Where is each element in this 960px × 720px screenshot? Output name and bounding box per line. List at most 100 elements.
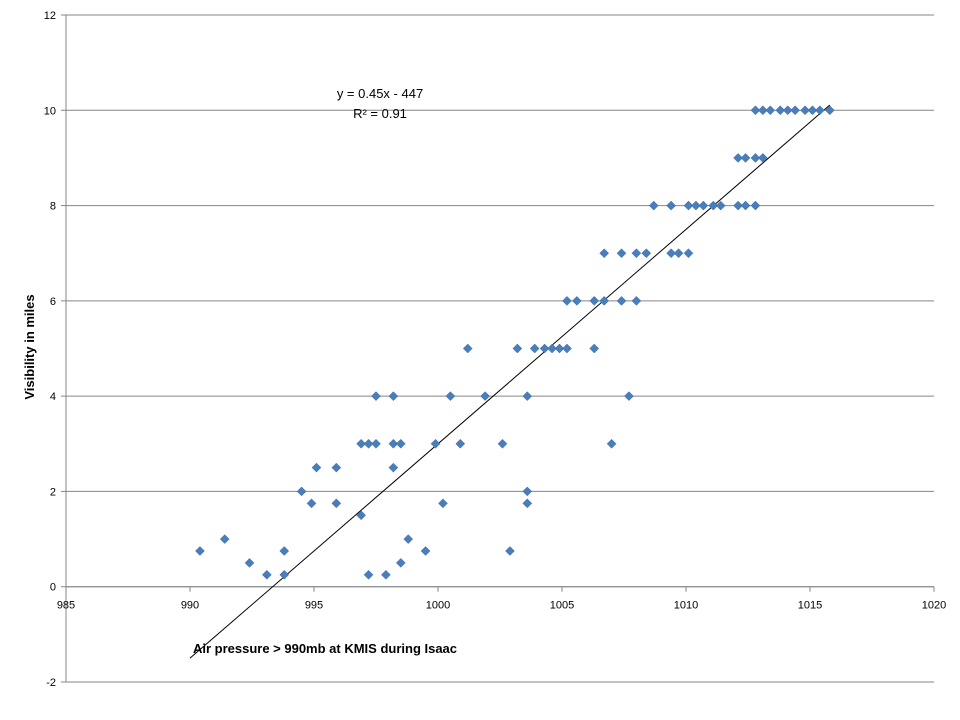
- data-point-74: [765, 105, 776, 116]
- data-point-81: [824, 105, 835, 116]
- data-point-62: [698, 200, 709, 211]
- data-point-66: [733, 200, 743, 211]
- x-axis-title: Air pressure > 990mb at KMIS during Isaa…: [193, 641, 457, 656]
- x-tick-label-4: 1005: [550, 600, 574, 612]
- x-tick-label-6: 1015: [798, 600, 822, 612]
- data-point-52: [631, 248, 642, 259]
- x-tick-labels: 985 990 995 1000 1005 1010 1015 1020: [57, 600, 946, 612]
- data-point-19: [388, 438, 399, 449]
- data-point-54: [641, 248, 652, 259]
- data-point-25: [430, 438, 441, 449]
- data-point-9: [331, 462, 342, 473]
- data-point-73: [758, 153, 768, 163]
- data-point-2: [244, 558, 255, 568]
- x-tick-label-1: 990: [181, 600, 199, 612]
- data-point-60: [683, 248, 694, 259]
- axes: [61, 14, 935, 683]
- x-tick-label-0: 985: [57, 600, 75, 612]
- data-point-39: [547, 343, 557, 354]
- data-point-63: [708, 200, 719, 211]
- data-point-7: [306, 498, 317, 509]
- data-point-18: [388, 391, 399, 401]
- data-point-61: [691, 200, 701, 211]
- data-point-57: [666, 248, 676, 259]
- trendline-equation: y = 0.45x - 447: [337, 86, 423, 101]
- data-point-22: [395, 558, 406, 568]
- data-point-36: [522, 498, 533, 509]
- data-point-28: [455, 438, 466, 449]
- data-point-29: [462, 343, 473, 354]
- data-point-67: [740, 153, 751, 163]
- data-point-20: [388, 462, 399, 473]
- data-point-65: [733, 153, 743, 163]
- data-point-64: [715, 200, 726, 211]
- data-point-56: [666, 200, 676, 211]
- y-tick-label-1: 0: [50, 582, 56, 594]
- data-point-12: [356, 510, 366, 521]
- data-point-30: [480, 391, 490, 401]
- data-point-68: [740, 200, 751, 211]
- data-point-59: [683, 200, 694, 211]
- y-tick-labels: -2 0 2 4 6 8 10 12: [44, 10, 56, 689]
- data-point-41: [562, 343, 572, 354]
- data-point-5: [279, 569, 290, 580]
- y-tick-label-2: 2: [50, 486, 56, 498]
- data-point-26: [438, 498, 448, 509]
- data-point-80: [815, 105, 825, 116]
- trendline: [189, 104, 831, 659]
- data-point-32: [505, 546, 515, 556]
- data-point-23: [403, 534, 414, 544]
- data-point-40: [554, 343, 565, 354]
- data-point-77: [790, 105, 800, 116]
- data-point-27: [445, 391, 456, 401]
- data-point-16: [371, 438, 381, 449]
- y-tick-label-6: 10: [44, 105, 56, 117]
- data-point-10: [331, 498, 342, 509]
- data-point-34: [522, 391, 533, 401]
- data-point-24: [420, 546, 431, 556]
- data-point-45: [589, 343, 600, 354]
- data-point-35: [522, 486, 533, 497]
- data-point-8: [311, 462, 322, 473]
- data-point-70: [750, 200, 761, 211]
- data-points: [195, 105, 835, 580]
- data-point-17: [381, 569, 391, 580]
- x-tick-label-3: 1000: [426, 600, 450, 612]
- data-point-1: [219, 534, 230, 544]
- y-tick-label-5: 8: [50, 201, 56, 213]
- y-tick-label-3: 4: [50, 391, 56, 403]
- data-point-58: [673, 248, 684, 259]
- data-point-42: [562, 296, 572, 306]
- data-point-78: [800, 105, 810, 116]
- y-tick-label-7: 12: [44, 10, 56, 22]
- data-point-44: [589, 296, 600, 306]
- data-point-49: [616, 248, 627, 259]
- data-point-33: [512, 343, 523, 354]
- trendline-r-squared: R² = 0.91: [353, 106, 407, 121]
- y-axis-title: Visibility in miles: [22, 294, 37, 399]
- data-point-50: [616, 296, 627, 306]
- x-tick-label-7: 1020: [922, 600, 946, 612]
- x-tick-label-2: 995: [305, 600, 323, 612]
- data-point-76: [782, 105, 793, 116]
- data-point-15: [371, 391, 381, 401]
- data-point-6: [296, 486, 307, 497]
- data-point-0: [195, 546, 205, 556]
- data-point-3: [262, 569, 272, 580]
- x-tick-label-5: 1010: [674, 600, 698, 612]
- data-point-72: [758, 105, 768, 116]
- data-point-47: [599, 296, 610, 306]
- data-point-21: [395, 438, 406, 449]
- gridlines: [66, 14, 934, 683]
- data-point-48: [606, 438, 617, 449]
- data-point-46: [599, 248, 610, 259]
- y-tick-label-4: 6: [50, 296, 56, 308]
- data-point-75: [775, 105, 786, 116]
- data-point-4: [279, 546, 290, 556]
- data-point-11: [356, 438, 366, 449]
- y-tick-label-0: -2: [46, 677, 56, 689]
- data-point-31: [497, 438, 508, 449]
- data-point-43: [572, 296, 582, 306]
- data-point-38: [539, 343, 550, 354]
